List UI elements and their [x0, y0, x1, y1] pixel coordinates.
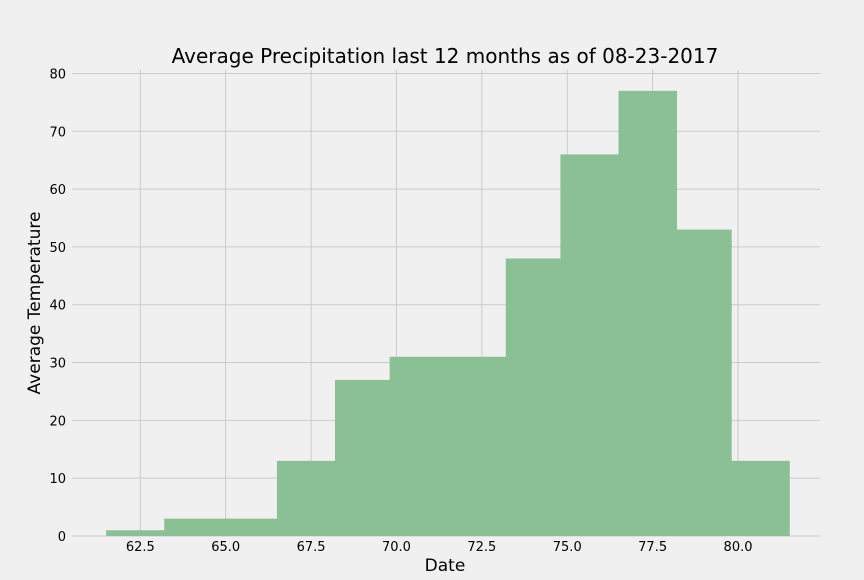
y-tick-label: 30	[49, 357, 66, 372]
y-axis-title: Average Temperature	[25, 212, 45, 395]
x-tick-label: 65.0	[211, 540, 240, 555]
bars-layer	[106, 90, 790, 537]
histogram-bar	[447, 356, 507, 536]
x-tick-label: 75.0	[553, 540, 582, 555]
x-tick-label: 67.5	[297, 540, 326, 555]
y-tick-label: 70	[49, 125, 66, 140]
y-tick-label: 80	[49, 67, 66, 82]
x-tick-label: 77.5	[638, 540, 667, 555]
x-tick-label: 80.0	[724, 540, 753, 555]
chart-title: Average Precipitation last 12 months as …	[172, 44, 719, 68]
histogram-bar	[164, 518, 220, 536]
y-tick-label: 40	[49, 299, 66, 314]
histogram-bar	[218, 518, 278, 536]
y-tick-label: 10	[49, 472, 66, 487]
histogram-bar	[676, 229, 732, 537]
y-tick-label: 50	[49, 241, 66, 256]
histogram-bar	[106, 530, 165, 536]
histogram-bar	[334, 379, 391, 536]
y-tick-label: 20	[49, 414, 66, 429]
histogram-bar	[618, 90, 678, 536]
histogram-bar	[389, 356, 449, 536]
y-tick-labels: 0 10 20 30 40 50 60 70 80	[49, 67, 66, 545]
x-tick-label: 72.5	[467, 540, 496, 555]
y-tick-label: 60	[49, 183, 66, 198]
x-axis-title: Date	[425, 556, 466, 576]
histogram-bar	[276, 460, 336, 536]
y-tick-label: 0	[58, 530, 66, 545]
x-tick-label: 62.5	[126, 540, 155, 555]
x-tick-labels: 62.5 65.0 67.5 70.0 72.5 75.0 77.5 80.0	[126, 540, 753, 555]
histogram-bar	[560, 154, 619, 536]
histogram-bar	[731, 460, 790, 536]
x-tick-label: 70.0	[382, 540, 411, 555]
histogram-bar	[505, 258, 561, 536]
